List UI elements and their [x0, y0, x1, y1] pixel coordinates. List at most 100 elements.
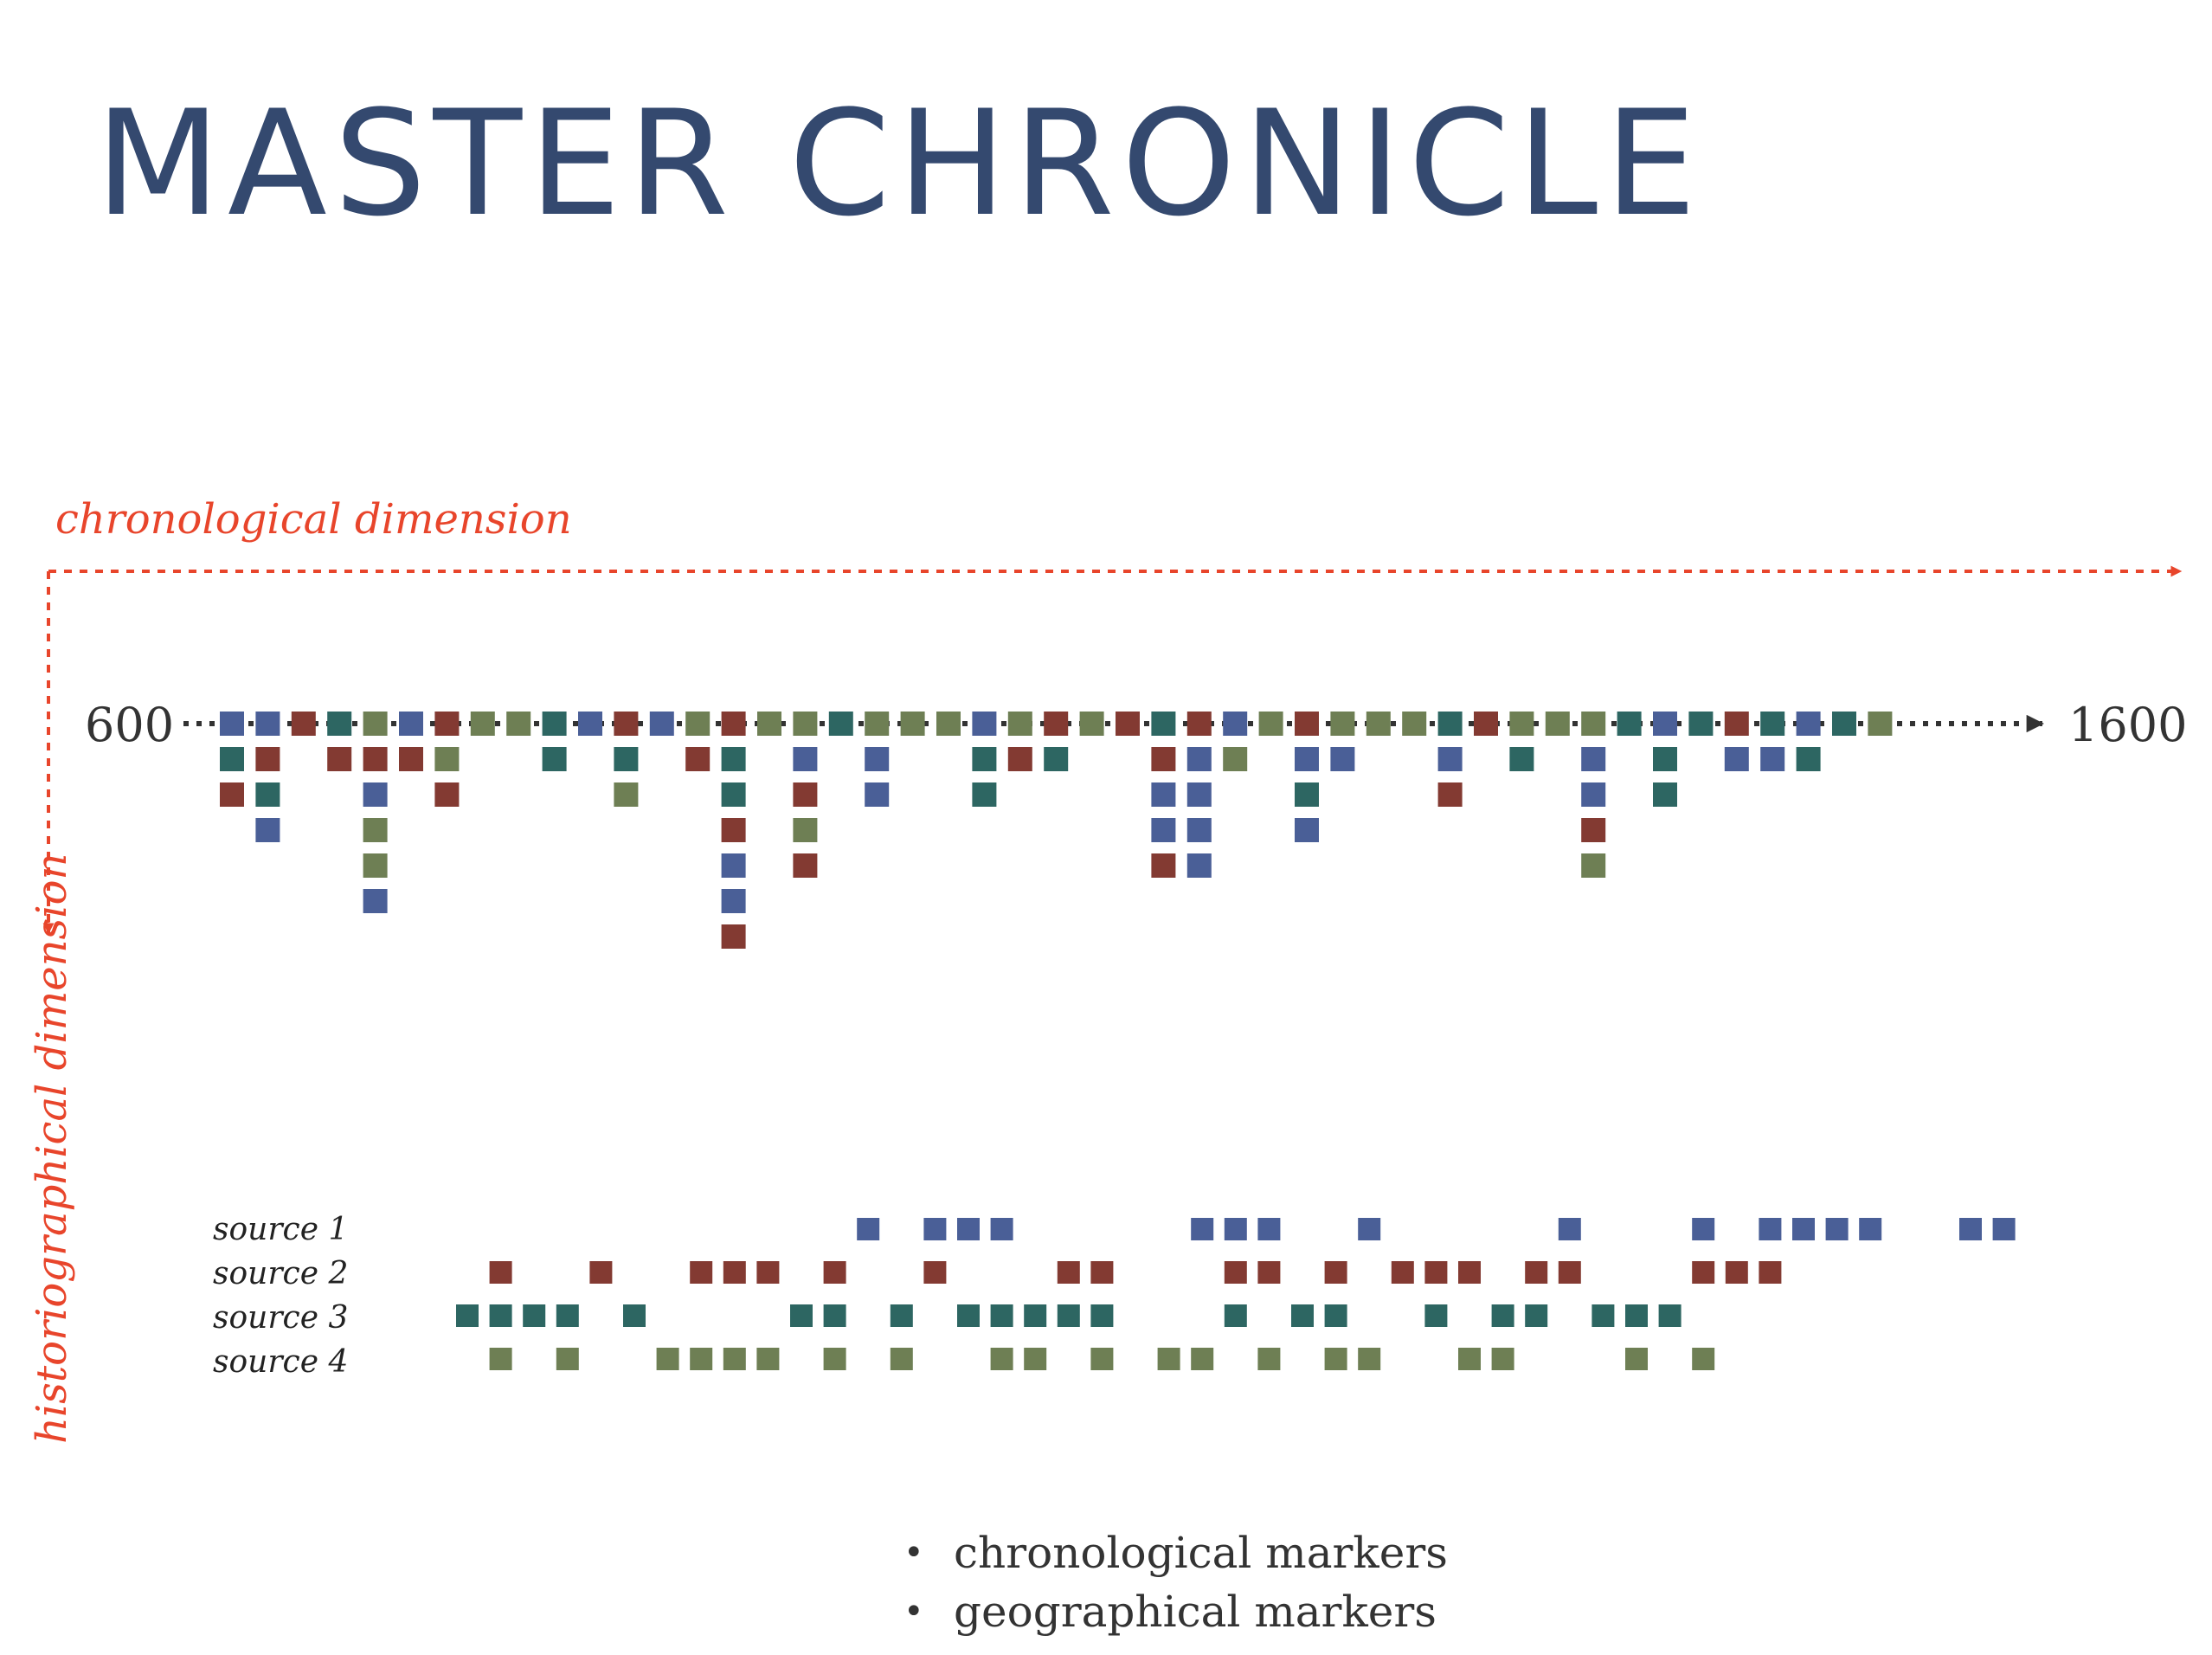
source-3-marker: [1057, 1304, 1080, 1327]
chronicle-marker-source-4: [470, 712, 495, 736]
source-2-marker: [1558, 1261, 1581, 1284]
source-1-marker: [1558, 1218, 1581, 1240]
chronicle-marker-source-1: [649, 712, 674, 736]
master-chronicle-marks: [220, 712, 1893, 949]
source-3-marker: [523, 1304, 546, 1327]
source-4-marker: [656, 1348, 679, 1370]
source-2-marker: [1458, 1261, 1481, 1284]
chronicle-marker-source-4: [363, 712, 388, 736]
chronicle-marker-source-1: [972, 712, 997, 736]
source-3-marker: [1024, 1304, 1047, 1327]
source-2-marker: [723, 1261, 746, 1284]
chronicle-marker-source-2: [1007, 747, 1032, 771]
chronicle-marker-source-2: [685, 747, 711, 771]
chronicle-marker-source-3: [721, 747, 746, 771]
chronicle-marker-source-1: [865, 782, 890, 807]
chronicle-marker-source-4: [1545, 712, 1570, 736]
chronicle-marker-source-3: [1832, 712, 1856, 736]
chronicle-marker-source-2: [255, 747, 280, 771]
chronicle-marker-source-1: [1724, 747, 1749, 771]
chronicle-marker-source-1: [363, 782, 388, 807]
chronicle-marker-source-2: [793, 853, 818, 878]
chronicle-marker-source-4: [1258, 712, 1283, 736]
chronicle-marker-source-4: [793, 712, 818, 736]
chronicle-marker-source-4: [1007, 712, 1032, 736]
chronicle-marker-source-4: [685, 712, 711, 736]
chronicle-marker-source-3: [721, 782, 746, 807]
page-title: MASTER CHRONICLE: [95, 79, 1704, 248]
chronicle-marker-source-4: [614, 782, 639, 807]
chronicle-marker-source-3: [220, 747, 244, 771]
legend-item-label: geographical markers: [954, 1587, 1437, 1637]
source-4-marker: [1157, 1348, 1180, 1370]
source-1-marker: [1358, 1218, 1381, 1240]
chronicle-marker-source-1: [1186, 818, 1212, 842]
source-1-marker: [1859, 1218, 1882, 1240]
chronicle-marker-source-2: [434, 782, 460, 807]
chronicle-marker-source-2: [793, 782, 818, 807]
source-3-marker: [790, 1304, 813, 1327]
chronicle-marker-source-1: [865, 747, 890, 771]
chronicle-marker-source-1: [1186, 853, 1212, 878]
chronicle-marker-source-3: [255, 782, 280, 807]
source-1-marker: [1792, 1218, 1815, 1240]
chronicle-marker-source-4: [900, 712, 925, 736]
chronicle-marker-source-1: [1151, 818, 1176, 842]
source-2-label: source 2: [213, 1256, 348, 1291]
source-3-marker: [1591, 1304, 1615, 1327]
chronicle-marker-source-1: [1330, 747, 1355, 771]
chronicle-marker-source-3: [327, 712, 352, 736]
chronicle-marker-source-2: [614, 712, 639, 736]
chronicle-marker-source-3: [1151, 712, 1176, 736]
chronicle-marker-source-2: [1724, 712, 1749, 736]
chronicle-marker-source-1: [1437, 747, 1463, 771]
chronicle-marker-source-2: [1581, 818, 1606, 842]
source-2-marker: [1424, 1261, 1448, 1284]
chronicle-marker-source-3: [1044, 747, 1069, 771]
chronicle-marker-source-1: [399, 712, 423, 736]
source-1-marker: [1825, 1218, 1849, 1240]
bullet-icon: •: [903, 1533, 924, 1573]
chronicle-marker-source-4: [363, 853, 388, 878]
source-3-marker: [489, 1304, 512, 1327]
source-3-marker: [1224, 1304, 1247, 1327]
chronicle-marker-source-2: [1437, 782, 1463, 807]
source-2-marker: [1324, 1261, 1347, 1284]
source-4-marker: [1024, 1348, 1047, 1370]
source-2-marker: [1224, 1261, 1247, 1284]
chronicle-marker-source-2: [1186, 712, 1212, 736]
source-2-marker: [1759, 1261, 1782, 1284]
legend-item-geographical-markers: • geographical markers: [891, 1582, 1448, 1641]
legend-item-label: chronological markers: [954, 1528, 1448, 1578]
source-1-marker: [1759, 1218, 1782, 1240]
chronicle-marker-source-2: [721, 818, 746, 842]
chronicle-marker-source-3: [1653, 747, 1677, 771]
source-4-marker: [890, 1348, 913, 1370]
chronicle-marker-source-3: [1617, 712, 1642, 736]
source-1-marker: [1257, 1218, 1281, 1240]
source-3-marker: [890, 1304, 913, 1327]
chronicle-marker-source-3: [1796, 747, 1821, 771]
source-4-marker: [1491, 1348, 1514, 1370]
chronicle-marker-source-2: [363, 747, 388, 771]
source-2-marker: [1057, 1261, 1080, 1284]
source-1-marker: [990, 1218, 1013, 1240]
chronicle-marker-source-1: [1295, 818, 1319, 842]
source-4-label: source 4: [213, 1344, 348, 1380]
chronicle-marker-source-2: [399, 747, 423, 771]
source-4-marker: [690, 1348, 713, 1370]
source-4-marker: [1692, 1348, 1715, 1370]
chronicle-marker-source-2: [721, 924, 746, 949]
chronicle-marker-source-4: [793, 818, 818, 842]
source-marks: [456, 1218, 2016, 1370]
source-3-marker: [1324, 1304, 1347, 1327]
chronicle-marker-source-1: [1186, 747, 1212, 771]
chronicle-marker-source-1: [1653, 712, 1677, 736]
chronicle-marker-source-1: [255, 712, 280, 736]
source-3-marker: [957, 1304, 980, 1327]
source-4-marker: [1625, 1348, 1648, 1370]
chronicle-marker-source-3: [1760, 712, 1785, 736]
chronicle-marker-source-3: [542, 712, 567, 736]
chronicle-marker-source-4: [936, 712, 961, 736]
chronicle-marker-source-3: [1653, 782, 1677, 807]
